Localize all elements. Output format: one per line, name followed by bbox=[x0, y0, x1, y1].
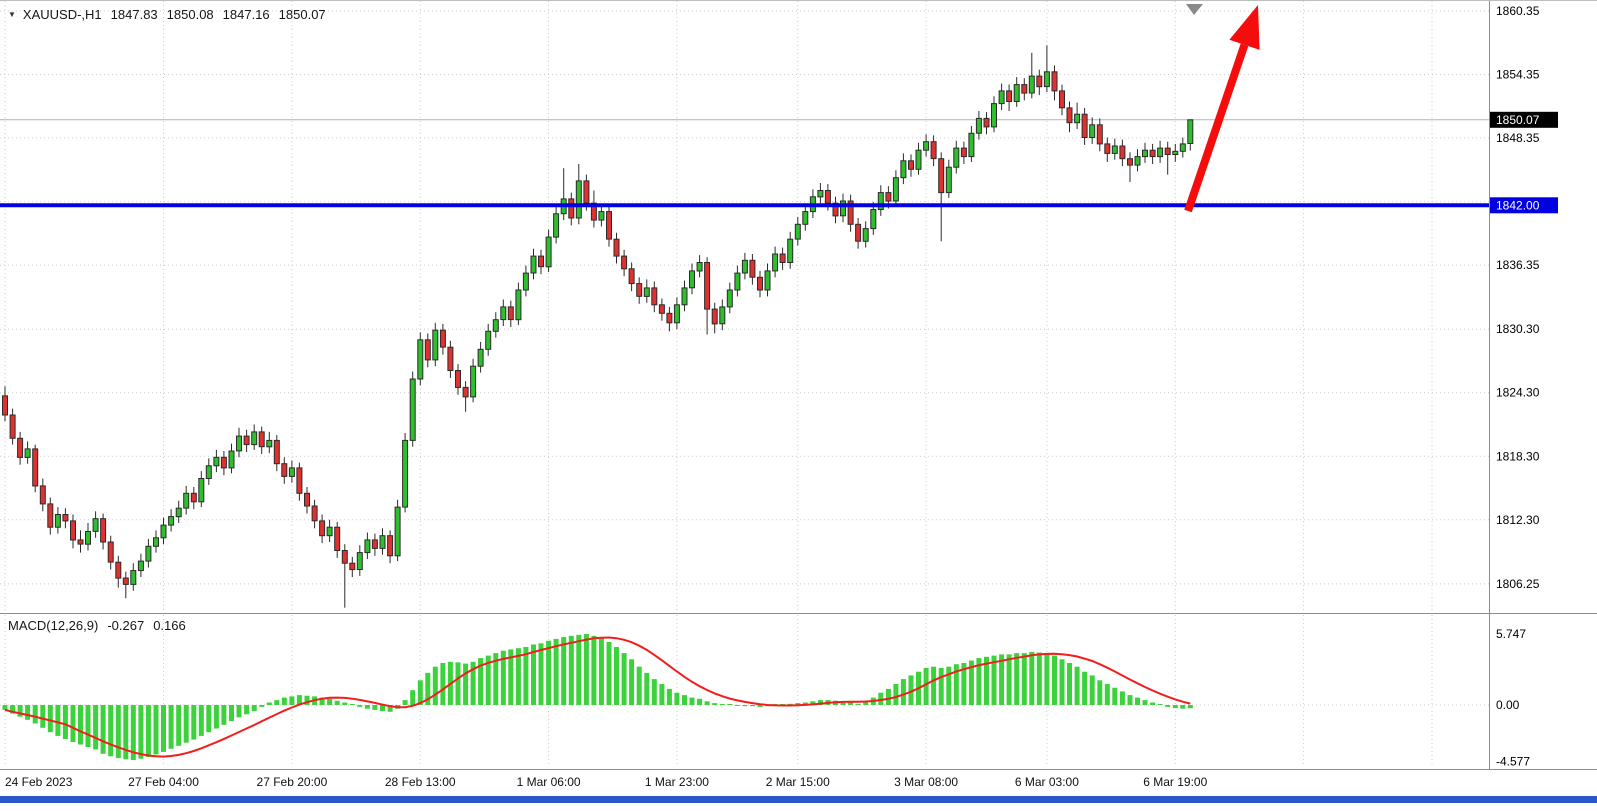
price-tick-label: 1854.35 bbox=[1496, 68, 1540, 82]
time-axis-label: 1 Mar 23:00 bbox=[644, 775, 709, 789]
time-axis-label: 3 Mar 08:00 bbox=[894, 775, 959, 789]
ohlc-low: 1847.16 bbox=[222, 7, 270, 22]
chart-header: ▼ XAUUSD-,H1 1847.83 1850.08 1847.16 185… bbox=[8, 7, 326, 22]
hline-price-tag: 1842.00 bbox=[1490, 197, 1558, 214]
time-axis-label: 6 Mar 19:00 bbox=[1143, 775, 1208, 789]
macd-name: MACD(12,26,9) bbox=[8, 618, 99, 633]
macd-main-value: -0.267 bbox=[107, 618, 145, 633]
macd-indicator-label: MACD(12,26,9) -0.267 0.166 bbox=[8, 618, 186, 633]
price-tick-label: 1860.35 bbox=[1496, 4, 1540, 18]
macd-signal-line bbox=[4, 636, 1191, 758]
svg-text:1842.00: 1842.00 bbox=[1496, 198, 1540, 212]
macd-tick-label: 5.747 bbox=[1496, 627, 1526, 641]
price-tick-label: 1824.30 bbox=[1496, 386, 1540, 400]
time-axis-label: 1 Mar 06:00 bbox=[516, 775, 581, 789]
macd-tick-label: 0.00 bbox=[1496, 698, 1520, 712]
price-tick-label: 1848.35 bbox=[1496, 131, 1540, 145]
price-grid bbox=[0, 1, 1489, 613]
time-axis-label: 28 Feb 13:00 bbox=[384, 775, 456, 789]
time-axis[interactable]: 24 Feb 2023 27 Feb 04:00 27 Feb 20:00 28 Fe… bbox=[0, 769, 1597, 796]
macd-tick-label: -4.577 bbox=[1496, 755, 1530, 769]
scroll-to-end-icon[interactable] bbox=[1186, 4, 1203, 15]
candles bbox=[2, 45, 1194, 608]
bottom-window-edge bbox=[0, 796, 1597, 803]
time-axis-label: 2 Mar 15:00 bbox=[765, 775, 830, 789]
ohlc-high: 1850.08 bbox=[166, 7, 214, 22]
macd-grid bbox=[0, 615, 1489, 767]
ohlc-close: 1850.07 bbox=[278, 7, 326, 22]
svg-text:1850.07: 1850.07 bbox=[1496, 113, 1540, 127]
macd-histogram bbox=[2, 634, 1193, 760]
price-tick-label: 1836.35 bbox=[1496, 258, 1540, 272]
symbol-period-label: XAUUSD-,H1 bbox=[22, 7, 102, 22]
time-axis-label: 6 Mar 03:00 bbox=[1014, 775, 1079, 789]
macd-signal-value: 0.166 bbox=[153, 618, 186, 633]
price-chart-canvas[interactable]: 1860.35 1854.35 1848.35 1836.35 1830.30 1824.… bbox=[0, 1, 1597, 613]
ohlc-expander-icon[interactable]: ▼ bbox=[8, 10, 16, 19]
price-tick-label: 1812.30 bbox=[1496, 513, 1540, 527]
time-axis-label: 24 Feb 2023 bbox=[5, 775, 73, 789]
time-axis-label: 27 Feb 20:00 bbox=[256, 775, 328, 789]
macd-panel-canvas[interactable]: 5.747 0.00 -4.577 bbox=[0, 613, 1597, 769]
price-axis-labels: 1860.35 1854.35 1848.35 1836.35 1830.30 1824.… bbox=[1496, 4, 1540, 591]
red-up-arrow[interactable] bbox=[1184, 5, 1260, 213]
time-axis-label: 27 Feb 04:00 bbox=[128, 775, 199, 789]
price-axis-separator bbox=[1489, 1, 1490, 795]
macd-axis-labels: 5.747 0.00 -4.577 bbox=[1496, 627, 1530, 769]
bid-price-tag: 1850.07 bbox=[1490, 111, 1558, 128]
price-tick-label: 1818.30 bbox=[1496, 449, 1540, 463]
price-tick-label: 1830.30 bbox=[1496, 322, 1540, 336]
ohlc-open: 1847.83 bbox=[110, 7, 158, 22]
price-tick-label: 1806.25 bbox=[1496, 577, 1540, 591]
